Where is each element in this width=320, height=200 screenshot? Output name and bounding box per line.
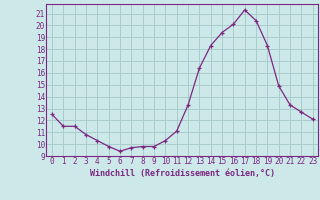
X-axis label: Windchill (Refroidissement éolien,°C): Windchill (Refroidissement éolien,°C) — [90, 169, 275, 178]
